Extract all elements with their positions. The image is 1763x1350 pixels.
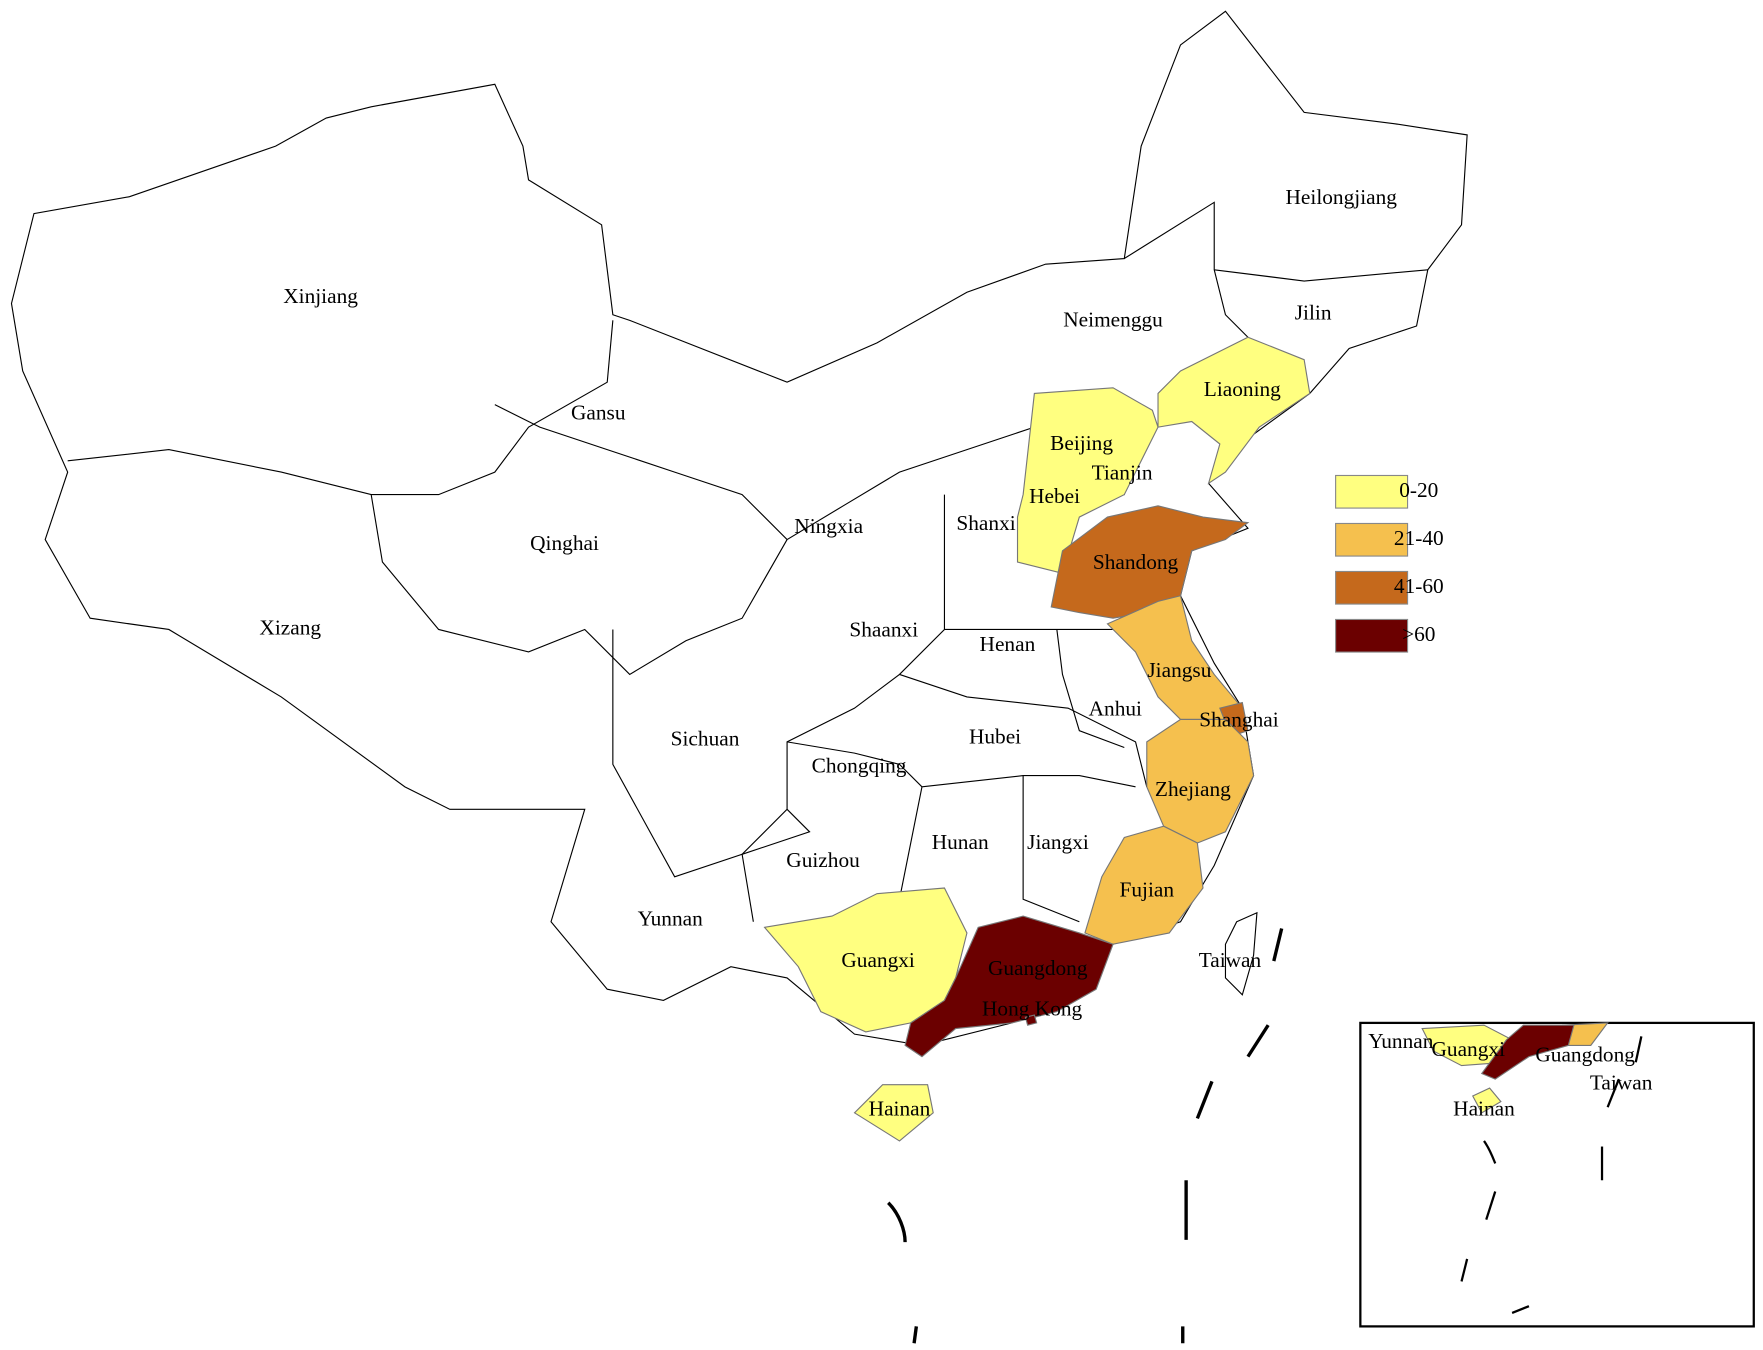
province-label: Yunnan bbox=[638, 907, 704, 931]
province-label: Beijing bbox=[1050, 431, 1113, 455]
inset-province-label: Yunnan bbox=[1368, 1029, 1434, 1053]
province-label: Ningxia bbox=[794, 514, 863, 538]
dash bbox=[887, 1201, 907, 1243]
province-label: Anhui bbox=[1089, 696, 1142, 720]
dash bbox=[1634, 1036, 1643, 1063]
province-label: Xinjiang bbox=[283, 284, 358, 308]
border bbox=[67, 320, 614, 496]
province-label: Taiwan bbox=[1199, 948, 1262, 972]
province-label: Xizang bbox=[259, 615, 321, 639]
legend-label: 0-20 bbox=[1399, 478, 1438, 502]
province-shapes bbox=[763, 336, 1311, 1142]
province-label: Jiangsu bbox=[1147, 658, 1211, 682]
province-shape bbox=[1016, 387, 1159, 574]
legend-swatch bbox=[1335, 474, 1409, 509]
province-borders bbox=[67, 201, 1428, 923]
dash bbox=[1272, 928, 1284, 962]
province-label: Chongqing bbox=[812, 754, 907, 778]
inset-province-label: Hainan bbox=[1453, 1096, 1515, 1120]
province-label: Hunan bbox=[932, 830, 989, 854]
dash bbox=[1195, 1080, 1214, 1120]
inset-labels: Yunnan Taiwan Guangxi Guangdong Hainan bbox=[1368, 1029, 1653, 1120]
taiwan-island bbox=[1224, 911, 1258, 996]
legend-swatch bbox=[1335, 522, 1409, 557]
province-label: Hebei bbox=[1029, 484, 1080, 508]
border bbox=[1123, 201, 1428, 338]
inset-frame bbox=[1359, 1021, 1755, 1328]
border bbox=[494, 404, 1035, 541]
province-label: Shandong bbox=[1093, 550, 1179, 574]
province-label: Gansu bbox=[571, 401, 626, 425]
legend-swatch bbox=[1335, 618, 1409, 653]
dash bbox=[1485, 1191, 1497, 1220]
province-label: Guizhou bbox=[786, 848, 860, 872]
inset-province-label: Guangdong bbox=[1535, 1043, 1635, 1067]
dash bbox=[1483, 1140, 1497, 1164]
province-shape bbox=[1146, 718, 1255, 844]
province-labels: Heilongjiang Xinjiang Neimenggu Jilin Liaoni… bbox=[259, 185, 1397, 1121]
province-label: Jiangxi bbox=[1027, 830, 1089, 854]
province-label: Henan bbox=[980, 632, 1036, 656]
dash bbox=[1511, 1305, 1530, 1314]
province-label: Tianjin bbox=[1092, 460, 1153, 484]
dash bbox=[1246, 1024, 1270, 1058]
province-label: Jilin bbox=[1295, 301, 1332, 325]
islands bbox=[887, 911, 1284, 1344]
border bbox=[1056, 629, 1125, 749]
province-shape bbox=[1050, 505, 1250, 619]
province-label: Liaoning bbox=[1204, 377, 1281, 401]
province-shape bbox=[1024, 1014, 1038, 1026]
legend-label: 21-40 bbox=[1394, 526, 1444, 550]
inset-shapes bbox=[1421, 1022, 1609, 1114]
inset: Yunnan Taiwan Guangxi Guangdong Hainan bbox=[1359, 1021, 1755, 1328]
province-label: Shanxi bbox=[956, 511, 1015, 535]
country-outline bbox=[10, 10, 1468, 1046]
inset-province-shape bbox=[1480, 1024, 1575, 1080]
province-label: Zhejiang bbox=[1155, 777, 1231, 801]
province-label: Guangxi bbox=[841, 948, 915, 972]
province-label: Heilongjiang bbox=[1286, 185, 1398, 209]
inset-province-shape bbox=[1471, 1087, 1502, 1114]
legend-label: 41-60 bbox=[1394, 574, 1444, 598]
inset-province-label: Taiwan bbox=[1590, 1071, 1653, 1095]
legend: 0-20 21-40 41-60 >60 bbox=[1335, 474, 1444, 653]
dash bbox=[1606, 1078, 1620, 1108]
border bbox=[612, 494, 946, 878]
province-label: Shanghai bbox=[1199, 708, 1279, 732]
province-label: Fujian bbox=[1119, 877, 1174, 901]
province-shape bbox=[853, 1084, 934, 1142]
dash bbox=[1460, 1258, 1469, 1282]
legend-label: >60 bbox=[1402, 622, 1435, 646]
province-label: Hong Kong bbox=[982, 996, 1083, 1020]
inset-province-label: Guangxi bbox=[1432, 1037, 1506, 1061]
province-label: Hubei bbox=[969, 724, 1021, 748]
province-label: Sichuan bbox=[671, 727, 740, 751]
province-label: Guangdong bbox=[988, 956, 1088, 980]
province-label: Shaanxi bbox=[849, 618, 918, 642]
legend-swatch bbox=[1335, 570, 1409, 605]
border bbox=[370, 494, 788, 676]
province-shape bbox=[1084, 825, 1204, 945]
province-label: Hainan bbox=[869, 1096, 931, 1120]
province-label: Neimenggu bbox=[1063, 307, 1163, 331]
dash bbox=[912, 1326, 919, 1344]
province-label: Qinghai bbox=[530, 531, 599, 555]
province-shape bbox=[1157, 336, 1311, 485]
